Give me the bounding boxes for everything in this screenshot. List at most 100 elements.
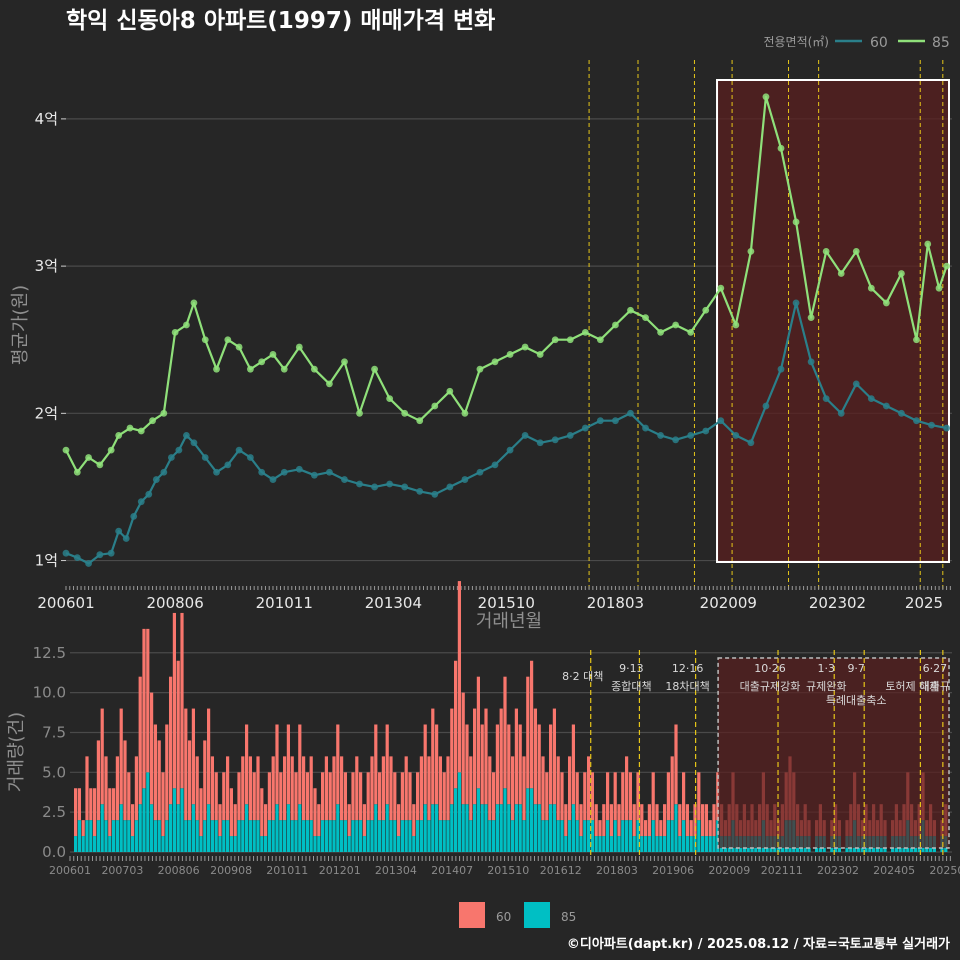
bar-60: [541, 756, 545, 821]
bar-60: [488, 756, 492, 821]
bar-85: [587, 820, 591, 852]
bar-60: [207, 708, 211, 805]
bar-60: [704, 804, 708, 837]
data-point-85: [341, 358, 348, 366]
bar-60: [602, 804, 606, 837]
bar-60: [176, 660, 180, 805]
bar-60: [96, 740, 100, 821]
data-point-60: [521, 432, 529, 439]
bar-85: [454, 788, 458, 852]
bar-60: [480, 724, 484, 805]
data-point-85: [627, 306, 634, 314]
bar-y-tick-label: 2.5: [42, 803, 66, 821]
data-point-85: [280, 365, 288, 373]
bar-60: [298, 724, 302, 805]
bar-x-tick-label: 200806: [158, 864, 200, 877]
data-point-85: [416, 417, 424, 425]
data-point-60: [115, 527, 123, 535]
bar-60: [499, 708, 503, 805]
data-point-85: [596, 336, 604, 344]
bar-85: [172, 788, 176, 852]
data-point-60: [491, 461, 499, 469]
data-point-60: [224, 461, 232, 469]
data-point-85: [657, 328, 664, 336]
bar-60: [469, 756, 473, 821]
bar-85: [222, 820, 226, 852]
data-point-60: [566, 432, 574, 439]
bar-85: [199, 836, 203, 852]
bar-60: [381, 756, 385, 821]
bar-60: [659, 820, 663, 837]
bar-60: [583, 772, 587, 821]
data-point-60: [792, 299, 800, 307]
bar-60: [571, 724, 575, 805]
data-point-85: [792, 218, 800, 226]
bar-60: [636, 772, 640, 821]
bar-85: [549, 804, 553, 852]
bar-y-tick-label: 5.0: [42, 763, 66, 781]
data-point-85: [581, 328, 589, 336]
data-point-60: [882, 402, 890, 410]
policy-name-label: 대출규: [920, 680, 950, 693]
bar-y-tick-label: 0.0: [42, 843, 66, 861]
bar-60: [313, 788, 317, 837]
bar-85: [142, 788, 146, 852]
bar-60: [256, 756, 260, 821]
bar-60: [134, 756, 138, 821]
bar-x-tick-label: 202508: [929, 864, 960, 877]
bar-60: [370, 756, 374, 821]
data-point-85: [924, 240, 932, 248]
bar-85: [321, 820, 325, 852]
bar-85: [598, 836, 602, 852]
bar-85: [146, 772, 150, 852]
data-point-85: [401, 409, 409, 417]
bar-60: [518, 724, 522, 805]
bar-85: [530, 788, 534, 852]
bar-60: [682, 772, 686, 821]
bar-x-tick-label: 201803: [596, 864, 638, 877]
bar-60: [678, 804, 682, 837]
bar-60: [503, 676, 507, 789]
x-tick-label: 2025: [905, 594, 943, 612]
bar-60: [264, 804, 268, 837]
policy-name-label: 특례대출축소: [826, 694, 887, 707]
bar-60: [150, 692, 154, 805]
bar-85: [74, 836, 78, 852]
bar-60: [359, 772, 363, 821]
bar-60: [495, 724, 499, 805]
bar-85: [693, 836, 697, 852]
bar-85: [176, 804, 180, 852]
bar-60: [252, 772, 256, 821]
bar-85: [108, 836, 112, 852]
bar-60: [104, 756, 108, 821]
bar-60: [302, 756, 306, 821]
bar-60: [385, 724, 389, 805]
data-point-85: [642, 314, 649, 322]
bar-85: [104, 820, 108, 852]
data-point-85: [171, 328, 179, 336]
bar-85: [503, 788, 507, 852]
bar-85: [207, 804, 211, 852]
bar-85: [568, 820, 572, 852]
legend-title: 전용면적(㎡): [763, 35, 829, 49]
bar-60: [606, 772, 610, 821]
bar-85: [343, 820, 347, 852]
data-point-60: [943, 424, 950, 432]
data-point-60: [175, 446, 183, 454]
bar-60: [651, 772, 655, 821]
bar-85: [214, 820, 218, 852]
bar-85: [435, 804, 439, 852]
data-point-85: [115, 432, 123, 439]
bar-60: [598, 820, 602, 837]
data-point-60: [122, 535, 130, 542]
bar-85: [191, 804, 195, 852]
bar-60: [340, 756, 344, 821]
bar-85: [359, 820, 363, 852]
bar-60: [195, 756, 199, 821]
y-axis-title: 평균가(원): [10, 285, 31, 365]
data-point-60: [657, 432, 664, 439]
bar-60: [336, 724, 340, 805]
legend-label-85: 85: [932, 35, 950, 51]
data-point-85: [107, 446, 115, 454]
data-point-60: [310, 471, 318, 479]
